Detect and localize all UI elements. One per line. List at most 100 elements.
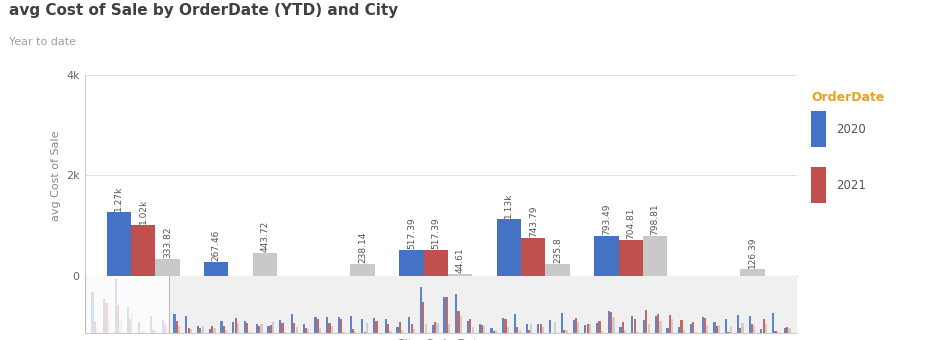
Bar bbox=[152, 330, 154, 333]
Bar bbox=[554, 322, 556, 333]
Bar bbox=[434, 322, 436, 333]
Bar bbox=[577, 322, 579, 333]
Bar bbox=[258, 326, 260, 333]
Bar bbox=[155, 331, 157, 333]
Bar bbox=[115, 278, 117, 333]
Bar bbox=[190, 329, 192, 333]
Bar bbox=[413, 329, 415, 333]
Bar bbox=[748, 316, 751, 333]
Bar bbox=[521, 238, 545, 276]
Text: 126.39: 126.39 bbox=[748, 237, 758, 268]
Bar bbox=[594, 236, 619, 276]
Bar bbox=[784, 328, 786, 333]
Bar bbox=[624, 330, 626, 333]
Bar bbox=[279, 320, 281, 333]
Bar bbox=[505, 319, 507, 333]
Bar bbox=[317, 319, 319, 333]
Bar bbox=[493, 331, 494, 333]
Bar bbox=[253, 254, 277, 276]
Bar bbox=[342, 332, 345, 333]
Text: 267.46: 267.46 bbox=[212, 230, 221, 261]
Bar bbox=[728, 332, 729, 333]
Bar bbox=[575, 318, 577, 333]
Bar bbox=[431, 325, 434, 333]
Bar bbox=[284, 332, 286, 333]
Bar bbox=[234, 318, 237, 333]
Bar bbox=[272, 322, 274, 333]
Bar bbox=[188, 328, 190, 333]
Bar bbox=[525, 324, 527, 333]
Bar bbox=[507, 327, 509, 333]
Bar bbox=[444, 297, 446, 333]
Bar bbox=[281, 323, 284, 333]
Bar bbox=[496, 219, 521, 276]
Bar bbox=[704, 318, 706, 333]
Text: 1.13k: 1.13k bbox=[505, 193, 513, 218]
Bar bbox=[657, 314, 659, 333]
Bar bbox=[643, 236, 667, 276]
Bar bbox=[729, 327, 732, 333]
Bar bbox=[811, 111, 826, 147]
Bar bbox=[119, 320, 121, 333]
Bar bbox=[223, 326, 225, 333]
Bar bbox=[375, 321, 378, 333]
Bar bbox=[328, 323, 331, 333]
Text: OrderDate: OrderDate bbox=[811, 91, 885, 104]
Bar bbox=[202, 326, 204, 333]
Bar bbox=[91, 292, 93, 333]
Bar bbox=[645, 310, 648, 333]
Bar bbox=[213, 328, 215, 333]
Bar bbox=[495, 329, 497, 333]
Bar bbox=[621, 322, 624, 333]
Bar bbox=[481, 325, 483, 333]
Text: 517.39: 517.39 bbox=[431, 217, 440, 249]
Bar bbox=[566, 330, 568, 333]
Text: 443.72: 443.72 bbox=[260, 221, 270, 253]
Bar bbox=[108, 321, 110, 333]
Bar bbox=[103, 300, 105, 333]
Bar bbox=[701, 318, 704, 333]
Bar bbox=[138, 322, 140, 333]
Bar bbox=[742, 323, 744, 333]
Bar bbox=[319, 327, 321, 333]
Bar bbox=[267, 325, 270, 333]
Bar bbox=[131, 224, 155, 276]
Bar bbox=[601, 332, 603, 333]
Bar bbox=[516, 327, 518, 333]
Y-axis label: avg Cost of Sale: avg Cost of Sale bbox=[51, 130, 60, 221]
Text: Year to date: Year to date bbox=[9, 37, 76, 47]
Text: avg Cost of Sale by OrderDate (YTD) and City: avg Cost of Sale by OrderDate (YTD) and … bbox=[9, 3, 399, 18]
Bar bbox=[668, 316, 671, 333]
Bar bbox=[197, 326, 199, 333]
Bar bbox=[387, 324, 389, 333]
Bar bbox=[718, 325, 720, 333]
Bar bbox=[619, 240, 643, 276]
Bar bbox=[141, 332, 143, 333]
Bar bbox=[643, 320, 645, 333]
Bar bbox=[612, 317, 615, 333]
Bar bbox=[424, 250, 447, 276]
Bar bbox=[185, 316, 187, 333]
Bar bbox=[155, 259, 180, 276]
Text: 793.49: 793.49 bbox=[602, 203, 611, 235]
Bar bbox=[397, 327, 399, 333]
Bar bbox=[491, 328, 493, 333]
Text: 743.79: 743.79 bbox=[528, 206, 538, 237]
Bar bbox=[361, 319, 364, 333]
Bar bbox=[290, 314, 293, 333]
Bar bbox=[94, 321, 96, 333]
Bar bbox=[105, 303, 107, 333]
Bar bbox=[596, 323, 598, 333]
Text: 238.14: 238.14 bbox=[358, 232, 367, 263]
Bar bbox=[204, 262, 228, 276]
Bar bbox=[455, 294, 458, 333]
Bar bbox=[706, 325, 709, 333]
Bar bbox=[786, 326, 789, 333]
Text: 798.81: 798.81 bbox=[650, 203, 660, 235]
Bar bbox=[399, 322, 401, 333]
Text: 517.39: 517.39 bbox=[407, 217, 415, 249]
Bar bbox=[502, 318, 504, 333]
Bar bbox=[589, 324, 591, 333]
Bar bbox=[411, 324, 413, 333]
Bar bbox=[164, 324, 166, 333]
